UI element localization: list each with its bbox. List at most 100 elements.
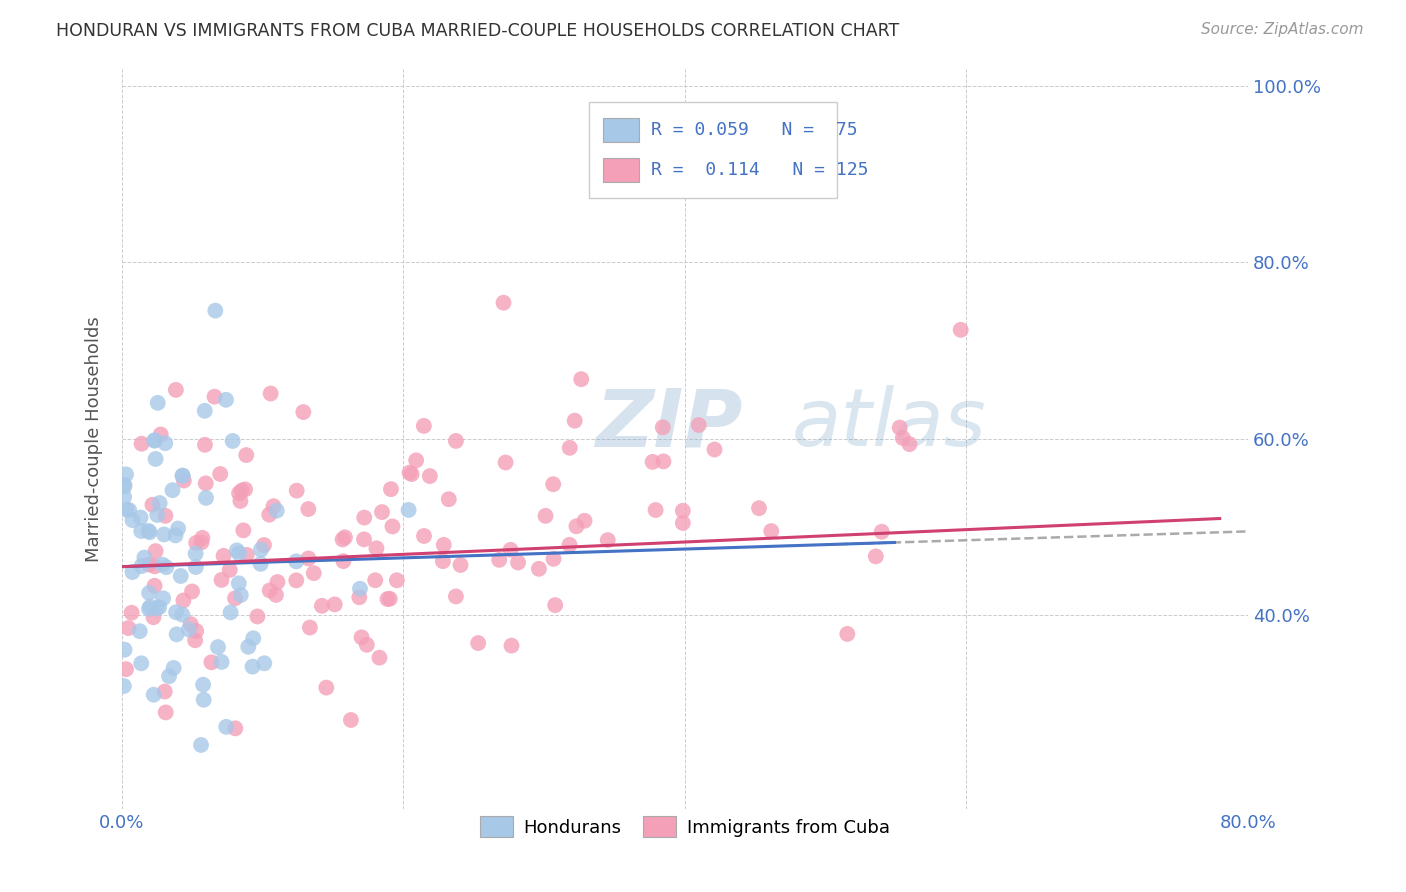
Point <box>184 547 207 561</box>
Point <box>139 599 162 614</box>
Point <box>870 524 893 539</box>
Point <box>165 383 187 397</box>
Point <box>228 486 250 500</box>
Point <box>172 468 194 483</box>
Point <box>703 442 725 457</box>
Point <box>142 610 165 624</box>
Point <box>117 621 139 635</box>
Legend: Hondurans, Immigrants from Cuba: Hondurans, Immigrants from Cuba <box>472 809 897 845</box>
Point <box>865 549 887 564</box>
Point <box>398 466 420 480</box>
Point <box>145 452 167 467</box>
Point <box>143 559 166 574</box>
Point <box>450 558 472 572</box>
Point <box>155 706 177 720</box>
Point <box>180 617 202 632</box>
Point <box>285 574 308 588</box>
Point <box>349 591 371 605</box>
Point <box>150 558 173 572</box>
Point <box>145 544 167 558</box>
Text: R =  0.114   N = 125: R = 0.114 N = 125 <box>651 161 869 179</box>
Point <box>356 638 378 652</box>
Point <box>194 404 217 418</box>
Point <box>350 630 373 644</box>
Point <box>170 569 193 583</box>
Point <box>148 600 170 615</box>
Point <box>499 542 522 557</box>
Point <box>371 505 394 519</box>
Point <box>121 606 143 620</box>
Point <box>368 650 391 665</box>
Point <box>146 508 169 522</box>
Point <box>172 468 194 483</box>
Point <box>377 592 399 607</box>
Point <box>432 554 454 568</box>
Point <box>157 669 180 683</box>
Point <box>444 590 467 604</box>
Point <box>413 529 436 543</box>
Point <box>229 494 252 508</box>
Point <box>544 598 567 612</box>
Point <box>181 584 204 599</box>
Point <box>260 386 283 401</box>
Point <box>138 586 160 600</box>
Point <box>155 508 177 523</box>
Point <box>211 573 233 587</box>
Point <box>142 688 165 702</box>
Point <box>558 441 581 455</box>
Point <box>115 662 138 676</box>
Point <box>143 434 166 448</box>
Point <box>253 657 276 671</box>
Point <box>114 642 136 657</box>
Point <box>651 420 673 434</box>
Point <box>292 405 315 419</box>
Point <box>242 659 264 673</box>
Point <box>162 483 184 498</box>
Y-axis label: Married-couple Households: Married-couple Households <box>86 316 103 562</box>
Text: R = 0.059   N =  75: R = 0.059 N = 75 <box>651 121 858 139</box>
Point <box>118 503 141 517</box>
Point <box>172 593 194 607</box>
Point <box>211 655 233 669</box>
Point <box>172 607 194 622</box>
Point <box>204 390 226 404</box>
Point <box>596 533 619 548</box>
Point <box>143 434 166 448</box>
Point <box>266 574 288 589</box>
Point <box>225 543 247 558</box>
Point <box>191 678 214 692</box>
Point <box>149 427 172 442</box>
Point <box>541 477 564 491</box>
Point <box>263 499 285 513</box>
Point <box>259 583 281 598</box>
Point <box>200 655 222 669</box>
Point <box>419 469 441 483</box>
Point <box>380 482 402 496</box>
Point <box>190 738 212 752</box>
Point <box>315 681 337 695</box>
Point <box>898 437 921 451</box>
Point <box>688 417 710 432</box>
Point <box>165 605 187 619</box>
Point <box>444 434 467 448</box>
FancyBboxPatch shape <box>603 158 638 182</box>
Point <box>253 538 276 552</box>
Point <box>153 527 176 541</box>
Point <box>249 557 271 571</box>
Point <box>323 598 346 612</box>
Point <box>224 722 246 736</box>
Point <box>129 657 152 671</box>
Point <box>112 478 135 492</box>
Point <box>652 454 675 468</box>
Point <box>229 588 252 602</box>
Point <box>349 582 371 596</box>
Point <box>412 418 434 433</box>
Point <box>131 559 153 574</box>
Point <box>366 541 388 556</box>
Point <box>134 550 156 565</box>
Point <box>246 609 269 624</box>
Point <box>644 503 666 517</box>
Point <box>121 513 143 527</box>
Point <box>364 573 387 587</box>
Point <box>112 679 135 693</box>
